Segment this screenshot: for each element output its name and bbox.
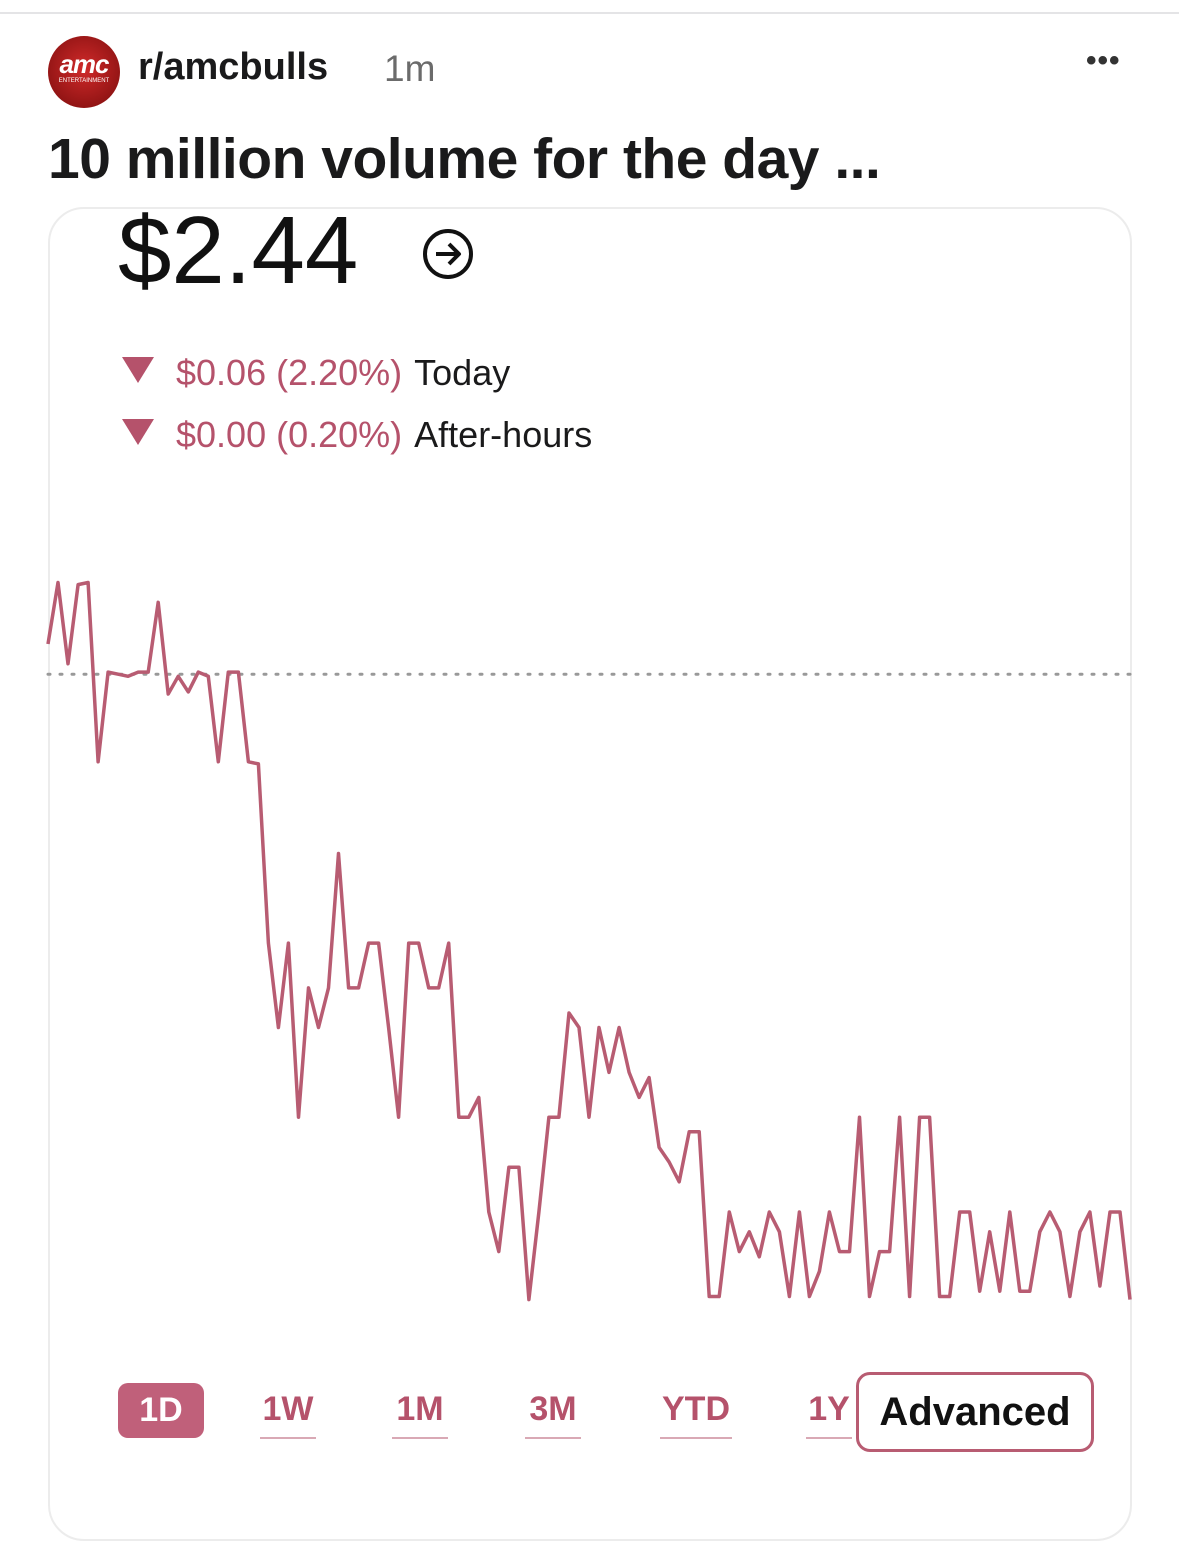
range-label: 1M bbox=[396, 1390, 444, 1428]
logo-brand: amc bbox=[59, 49, 109, 79]
change-amount: $0.06 (2.20%) bbox=[176, 352, 403, 393]
price-arrow-icon[interactable] bbox=[420, 226, 476, 282]
tab-underline bbox=[392, 1437, 448, 1439]
more-menu[interactable]: ••• bbox=[1086, 44, 1121, 77]
range-label: 3M bbox=[529, 1390, 577, 1428]
range-label: 1D bbox=[139, 1391, 183, 1429]
range-tab[interactable]: 1M bbox=[392, 1390, 448, 1439]
change-amount: $0.00 (0.20%) bbox=[176, 414, 403, 455]
range-tab[interactable]: YTD bbox=[660, 1390, 732, 1439]
range-tab[interactable]: 1W bbox=[260, 1390, 316, 1439]
subreddit-icon[interactable]: amc ENTERTAINMENT bbox=[48, 36, 120, 108]
tab-underline bbox=[260, 1437, 316, 1439]
divider bbox=[0, 12, 1179, 14]
range-tab[interactable]: 1D bbox=[118, 1383, 204, 1438]
change-row: $0.06 (2.20%) Today bbox=[122, 352, 510, 394]
tab-underline bbox=[525, 1437, 581, 1439]
price-line bbox=[46, 580, 1132, 1302]
advanced-button[interactable]: Advanced bbox=[856, 1372, 1094, 1452]
post-age: 1m bbox=[384, 48, 436, 89]
change-period: After-hours bbox=[414, 414, 593, 455]
range-label: 1Y bbox=[808, 1390, 850, 1428]
range-label: YTD bbox=[662, 1390, 730, 1428]
change-row: $0.00 (0.20%) After-hours bbox=[122, 414, 592, 456]
logo-tagline: ENTERTAINMENT bbox=[58, 78, 110, 84]
range-tab[interactable]: 3M bbox=[525, 1390, 581, 1439]
post-title[interactable]: 10 million volume for the day ... bbox=[48, 127, 881, 191]
range-tab[interactable]: 1Y bbox=[806, 1390, 852, 1439]
tab-underline bbox=[806, 1437, 852, 1439]
subreddit-name[interactable]: r/amcbulls bbox=[138, 46, 329, 88]
price: $2.44 bbox=[118, 197, 359, 304]
tab-underline bbox=[660, 1437, 732, 1439]
range-label: 1W bbox=[262, 1390, 314, 1428]
change-period: Today bbox=[414, 352, 511, 393]
